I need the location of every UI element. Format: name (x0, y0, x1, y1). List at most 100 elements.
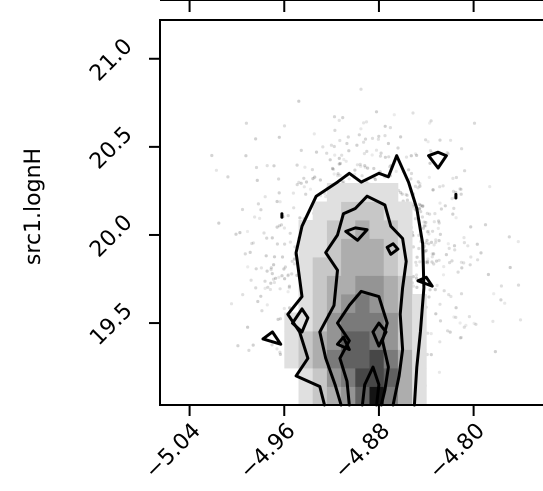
scatter-point (330, 167, 335, 171)
scatter-point (290, 259, 294, 263)
scatter-point (424, 224, 428, 228)
scatter-point (430, 252, 434, 256)
contour-line (291, 307, 310, 334)
scatter-point (243, 252, 247, 256)
y-axis-label: src1.lognH (21, 148, 46, 265)
histogram-cell (369, 201, 385, 221)
scatter-point (269, 266, 273, 270)
scatter-point (331, 166, 335, 170)
scatter-point (432, 262, 436, 266)
scatter-point (429, 119, 433, 123)
scatter-point (378, 154, 383, 158)
scatter-point (337, 156, 341, 160)
scatter-point (229, 302, 234, 306)
scatter-point (359, 164, 363, 168)
scatter-point (405, 198, 409, 202)
scatter-point (277, 177, 281, 181)
scatter-point (468, 263, 472, 267)
scatter-point (475, 242, 479, 246)
scatter-point (303, 165, 307, 169)
scatter-point (425, 230, 430, 234)
scatter-point (426, 259, 430, 263)
histogram-cell (326, 349, 342, 369)
scatter-point (282, 267, 286, 271)
scatter-point (472, 321, 476, 325)
scatter-point (416, 180, 420, 184)
histogram-cell (369, 349, 385, 369)
scatter-point (414, 276, 419, 280)
scatter-point (483, 223, 488, 227)
scatter-point (298, 216, 302, 220)
histogram-cell (369, 220, 385, 239)
scatter-point (270, 236, 274, 240)
scatter-point (456, 270, 460, 274)
scatter-point (254, 137, 258, 141)
scatter-point (357, 133, 361, 137)
scatter-point (411, 111, 415, 115)
scatter-point (277, 191, 281, 195)
scatter-point (417, 233, 421, 237)
scatter-point (442, 265, 446, 269)
scatter-point (304, 180, 309, 184)
scatter-point (466, 244, 470, 248)
scatter-point (363, 164, 367, 168)
scatter-point (459, 260, 463, 264)
histogram-cell (341, 275, 356, 295)
histogram-cell (383, 331, 399, 350)
contour-line (416, 275, 434, 288)
scatter-point (338, 173, 342, 177)
histogram-cell (341, 294, 356, 313)
scatter-point (265, 236, 269, 240)
scatter-point (422, 224, 426, 228)
scatter-point (432, 220, 436, 224)
scatter-point (434, 312, 438, 316)
scatter-point (499, 298, 503, 302)
scatter-point (265, 303, 269, 307)
histogram-cell (369, 275, 385, 295)
scatter-point (266, 285, 270, 289)
scatter-point (433, 288, 437, 292)
scatter-point (422, 220, 426, 224)
scatter-point (341, 116, 345, 120)
scatter-point (438, 319, 443, 323)
scatter-point (338, 138, 342, 143)
scatter-point (286, 290, 290, 294)
scatter-point (287, 286, 291, 290)
scatter-point (246, 265, 250, 269)
scatter-point (428, 161, 432, 165)
scatter-point (407, 168, 411, 172)
scatter-point (337, 162, 341, 166)
histogram-cell (284, 331, 299, 350)
histogram-cell (369, 183, 385, 202)
scatter-point (365, 149, 369, 153)
scatter-point (462, 325, 466, 329)
scatter-point (288, 231, 292, 235)
scatter-point (428, 149, 433, 153)
histogram-cell (341, 312, 356, 332)
scatter-point (479, 251, 483, 255)
histogram-cell (355, 312, 370, 332)
scatter-point (308, 187, 313, 191)
histogram-cell (355, 275, 370, 295)
scatter-point (450, 259, 454, 263)
scatter-point (311, 177, 315, 181)
histogram-cell (312, 201, 328, 221)
scatter-point (430, 260, 434, 264)
scatter-point (286, 273, 290, 277)
scatter-point (414, 273, 419, 277)
scatter-point (377, 134, 381, 138)
scatter-point (278, 352, 282, 356)
scatter-point (342, 180, 346, 184)
scatter-point (447, 293, 451, 297)
scatter-point (462, 261, 466, 265)
scatter-point (424, 220, 428, 225)
scatter-point (429, 332, 433, 336)
histogram-cell (298, 238, 314, 258)
scatter-point (444, 253, 448, 257)
y-axis-ticks: 19.5 20.0 20.5 21.0 (85, 34, 160, 351)
scatter-point (321, 145, 325, 149)
scatter-point (405, 193, 409, 197)
scatter-point (363, 137, 368, 141)
scatter-point (310, 168, 314, 172)
scatter-point (453, 248, 457, 252)
